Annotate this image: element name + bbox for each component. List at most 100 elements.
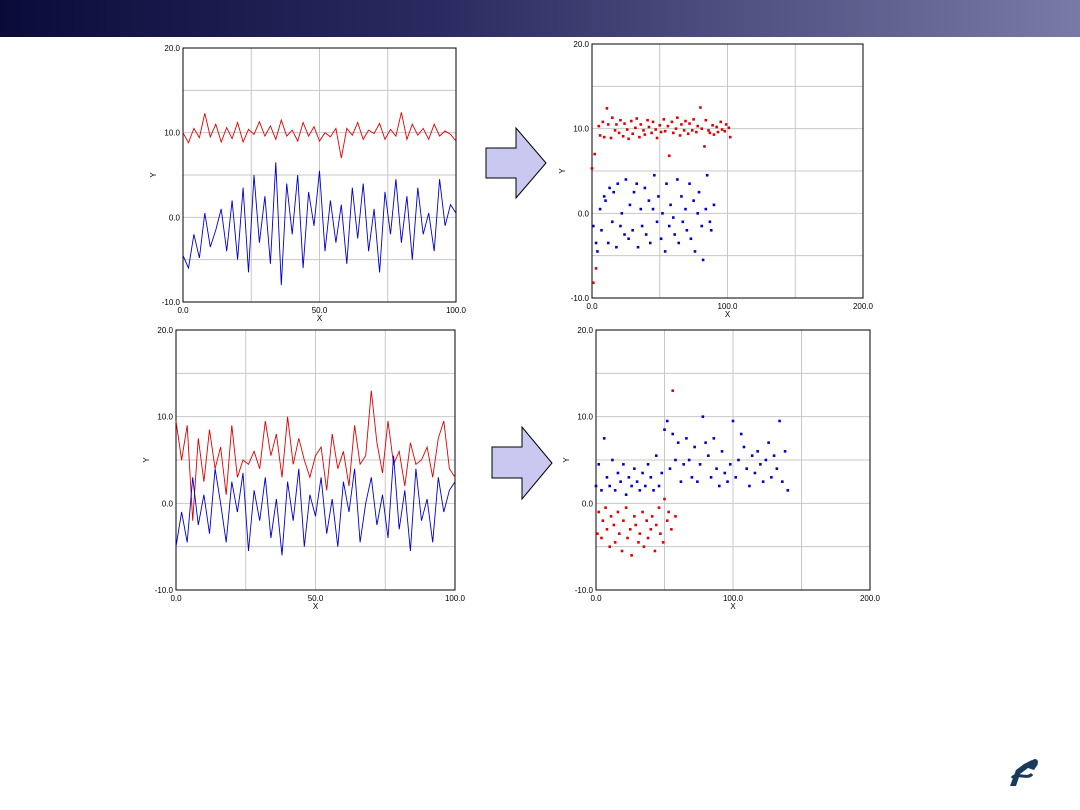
y-axis-label: Y (142, 457, 151, 463)
scatter-point-red (616, 510, 620, 514)
scatter-point-blue (705, 173, 709, 177)
x-tick-label: 0.0 (177, 306, 189, 315)
y-axis-label: Y (558, 168, 567, 174)
scatter-point-red (641, 510, 644, 514)
scatter-point-red (601, 519, 605, 522)
scatter-point-blue (712, 203, 716, 207)
scatter-point-blue (644, 233, 648, 236)
scatter-point-blue (781, 480, 784, 483)
chart-bottom-right-scatter: -10.00.010.020.00.0 100.0 200.0XY (562, 326, 881, 611)
scatter-point-blue (655, 220, 659, 224)
scatter-point-red (667, 510, 670, 514)
scatter-point-blue (756, 450, 759, 453)
scatter-point-red (590, 167, 594, 170)
x-tick-label: 0.0 (586, 302, 598, 311)
scatter-point-red (716, 130, 720, 134)
x-tick-label: 0.0 (590, 594, 602, 603)
y-tick-label: -10.0 (162, 298, 181, 307)
scatter-point-red (608, 545, 611, 548)
scatter-point-blue (619, 224, 622, 228)
y-tick-label: 20.0 (573, 40, 589, 49)
scatter-point-blue (651, 207, 655, 211)
scatter-point-blue (639, 207, 643, 211)
scatter-point-blue (641, 471, 644, 475)
y-tick-label: 10.0 (164, 129, 180, 138)
scatter-point-blue (622, 463, 625, 466)
scatter-point-blue (677, 241, 681, 245)
x-tick-label: 200.0 (853, 302, 874, 311)
scatter-point-red (602, 135, 606, 139)
scatter-point-red (686, 132, 690, 136)
scatter-point-blue (668, 467, 672, 470)
y-tick-label: 20.0 (164, 44, 180, 53)
scatter-point-blue (778, 419, 781, 423)
scatter-point-blue (701, 258, 705, 262)
scatter-point-blue (739, 432, 743, 436)
scatter-point-blue (709, 476, 713, 479)
scatter-point-blue (649, 476, 653, 479)
title-bar (0, 0, 1080, 37)
scatter-point-blue (698, 463, 702, 466)
scatter-point-red (598, 134, 602, 137)
scatter-point-blue (624, 493, 628, 496)
scatter-point-blue (723, 471, 727, 475)
y-tick-label: 20.0 (577, 326, 593, 335)
scatter-point-red (708, 131, 712, 135)
scatter-point-red (615, 123, 618, 126)
chart-top-right-scatter: -10.00.010.020.00.0 100.0 200.0XY (558, 40, 874, 319)
scatter-point-blue (759, 463, 762, 466)
x-tick-label: 100.0 (723, 594, 744, 603)
scatter-point-blue (608, 484, 611, 488)
scatter-point-red (597, 124, 601, 128)
scatter-point-red (653, 549, 657, 553)
scatter-point-red (646, 118, 649, 122)
scatter-point-blue (623, 233, 626, 236)
scatter-point-blue (635, 182, 639, 185)
scatter-point-red (633, 515, 636, 518)
scatter-point-red (623, 122, 626, 125)
scatter-point-blue (594, 241, 598, 245)
scatter-point-blue (669, 203, 672, 207)
scatter-point-blue (647, 199, 651, 202)
scatter-point-blue (652, 489, 655, 492)
scatter-point-red (617, 532, 621, 535)
scatter-point-blue (707, 454, 710, 457)
scatter-point-red (628, 528, 632, 531)
x-tick-label: 0.0 (170, 594, 182, 603)
scatter-point-red (613, 129, 617, 132)
scatter-point-red (663, 129, 667, 133)
logo-ring (1010, 772, 1034, 780)
scatter-point-red (658, 123, 662, 127)
scatter-point-blue (750, 454, 754, 457)
scatter-point-red (638, 135, 641, 139)
scatter-point-blue (608, 186, 611, 190)
scatter-point-blue (611, 220, 614, 224)
scatter-point-red (665, 519, 669, 522)
scatter-point-blue (720, 450, 724, 453)
scatter-point-blue (615, 245, 618, 249)
x-tick-label: 50.0 (312, 306, 328, 315)
scatter-point-blue (631, 228, 634, 232)
x-tick-label: 100.0 (445, 594, 466, 603)
scatter-point-red (678, 134, 682, 137)
x-axis-label: X (313, 602, 319, 611)
scatter-point-red (670, 528, 673, 531)
y-tick-label: 0.0 (582, 499, 594, 508)
scatter-point-red (680, 123, 683, 126)
scatter-point-red (712, 133, 716, 136)
scatter-point-red (634, 523, 638, 527)
scatter-point-blue (665, 182, 668, 185)
scatter-point-blue (742, 445, 746, 449)
scatter-point-red (655, 136, 659, 140)
scatter-point-blue (731, 419, 735, 423)
scatter-point-blue (613, 489, 617, 492)
scatter-point-blue (689, 237, 693, 241)
scatter-point-blue (728, 463, 732, 466)
scatter-point-blue (718, 484, 721, 488)
scatter-point-red (707, 129, 710, 132)
scatter-point-blue (638, 489, 642, 492)
scatter-point-blue (676, 178, 679, 181)
series-line-red (175, 390, 456, 521)
scatter-point-red (592, 281, 595, 285)
scatter-point-red (631, 132, 634, 136)
